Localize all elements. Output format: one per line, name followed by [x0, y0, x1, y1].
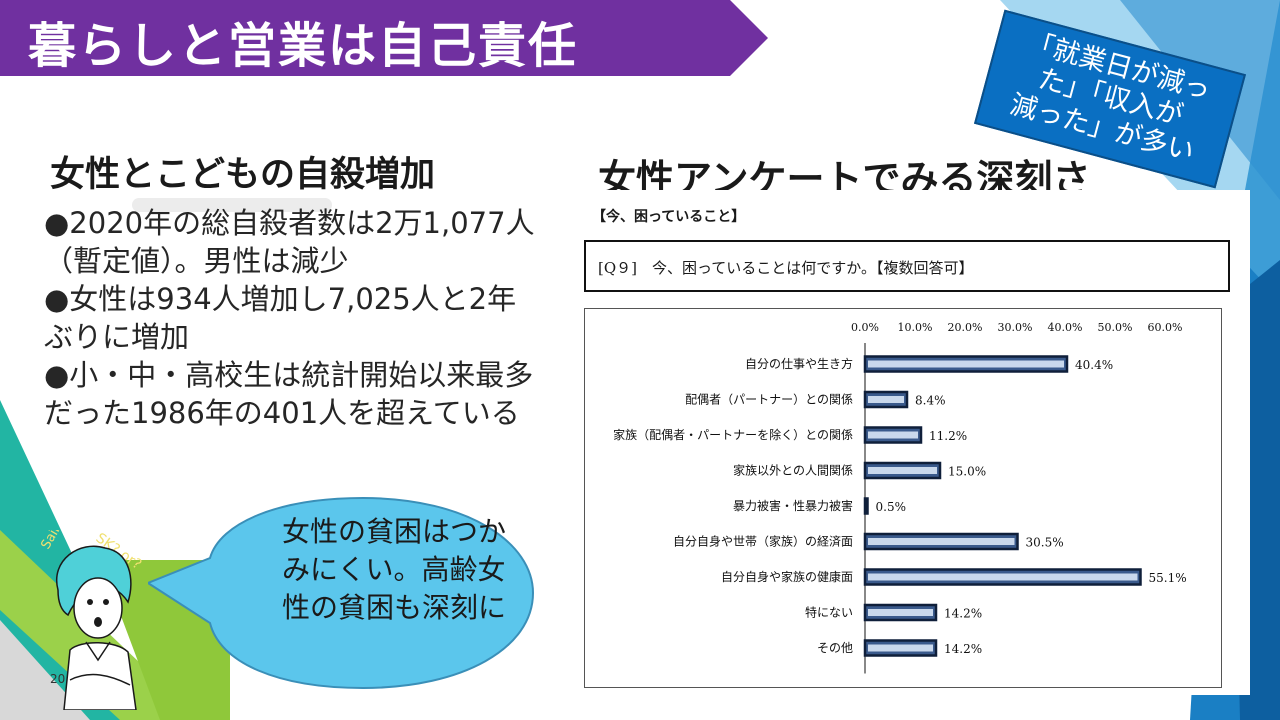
question-box: [Q９] 今、困っていることは何ですか。【複数回答可】: [584, 240, 1230, 292]
bubble-text: 女性の貧困はつかみにくい。高齢女性の貧困も深刻に: [282, 515, 507, 624]
category-label: 特にない: [805, 605, 853, 620]
character-illustration: Saibou? SK? or?: [40, 530, 144, 710]
face-icon: [73, 577, 123, 639]
question-text: [Q９] 今、困っていることは何ですか。【複数回答可】: [598, 259, 974, 277]
category-label: 家族（配偶者・パートナーを除く）との関係: [613, 427, 853, 442]
bar-highlight: [868, 538, 1015, 545]
x-tick-label: 10.0%: [898, 321, 933, 334]
value-label: 0.5%: [876, 500, 907, 514]
category-label: 暴力被害・性暴力被害: [733, 498, 853, 513]
value-label: 11.2%: [929, 429, 967, 443]
chart-frame: 0.0% 10.0% 20.0% 30.0% 40.0% 50.0% 60.0% 自分の仕事や…: [584, 308, 1222, 688]
bar-highlight: [868, 609, 933, 616]
doodle-text-1: Saibou?: [40, 530, 77, 552]
slide-title: 暮らしと営業は自己責任: [28, 18, 579, 74]
bar-highlight: [868, 467, 937, 474]
category-label: 自分自身や家族の健康面: [721, 569, 853, 584]
value-label: 15.0%: [948, 465, 986, 479]
value-label: 14.2%: [944, 607, 982, 621]
bullet-item: ●小・中・高校生は統計開始以来最多だった1986年の401人を超えている: [44, 358, 534, 430]
category-label: 配偶者（パートナー）との関係: [685, 393, 853, 407]
speech-bubble: [148, 496, 535, 690]
value-label: 30.5%: [1026, 536, 1064, 550]
bar-chart: 0.0% 10.0% 20.0% 30.0% 40.0% 50.0% 60.0% 自分の仕事や…: [613, 321, 1187, 674]
survey-caption: 【今、困っていること】: [592, 209, 746, 225]
value-label: 14.2%: [944, 642, 982, 656]
bar-highlight: [868, 644, 933, 652]
bar-highlight: [868, 573, 1138, 581]
title-banner: [0, 0, 768, 76]
category-label: 自分の仕事や生き方: [745, 356, 853, 371]
value-label: 8.4%: [915, 394, 946, 408]
x-tick-label: 20.0%: [948, 321, 983, 334]
body-icon: [63, 642, 137, 710]
page-number: 20: [50, 672, 66, 686]
survey-panel: 【今、困っていること】 [Q９] 今、困っていることは何ですか。【複数回答可】 …: [584, 190, 1250, 695]
bar-highlight: [868, 360, 1064, 368]
left-heading: 女性とこどもの自殺増加: [50, 155, 436, 195]
bullet-item: ●女性は934人増加し7,025人と2年ぶりに増加: [44, 282, 517, 354]
heading-underline: [132, 198, 332, 212]
x-tick-label: 50.0%: [1098, 321, 1133, 334]
x-tick-label: 40.0%: [1048, 321, 1083, 334]
category-label: 自分自身や世帯（家族）の経済面: [673, 534, 853, 549]
category-label: その他: [817, 641, 853, 655]
value-label: 40.4%: [1075, 358, 1113, 372]
x-tick-label: 30.0%: [998, 321, 1033, 334]
bar-highlight: [868, 396, 904, 403]
bar: [863, 497, 869, 515]
value-label: 55.1%: [1149, 571, 1187, 585]
x-tick-label: 60.0%: [1148, 321, 1183, 334]
left-bullet-list: ●2020年の総自殺者数は2万1,077人（暫定値）。男性は減少 ●女性は934…: [44, 204, 544, 432]
bar-highlight: [868, 431, 918, 439]
x-tick-label: 0.0%: [851, 321, 879, 334]
category-label: 家族以外との人間関係: [733, 463, 853, 478]
bullet-item: ●2020年の総自殺者数は2万1,077人（暫定値）。男性は減少: [44, 206, 535, 278]
